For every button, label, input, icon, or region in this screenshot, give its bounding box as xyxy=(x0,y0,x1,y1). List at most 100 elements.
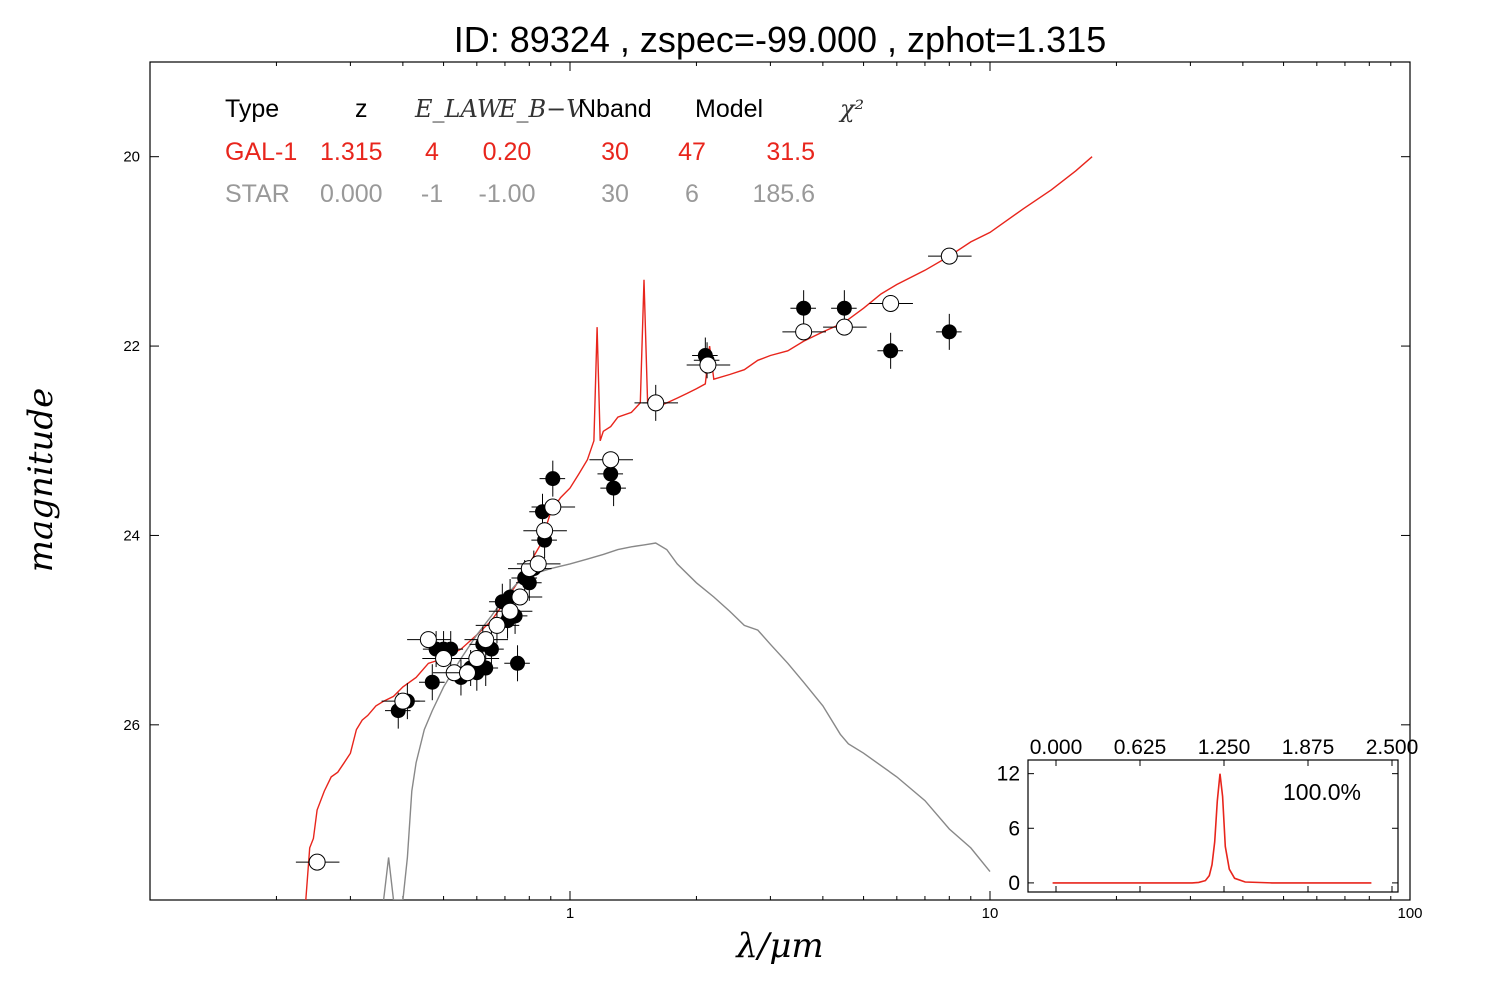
pdz-annotation: 100.0% xyxy=(1283,779,1361,805)
inset-y-tick-label: 6 xyxy=(1008,817,1020,840)
table-cell: 0.20 xyxy=(483,138,532,166)
fit-results-table: Type z E_LAW E_B−V Nband Model χ² GAL-1 1… xyxy=(225,95,864,208)
filled-marker xyxy=(603,466,619,482)
open-marker xyxy=(308,853,326,871)
table-cell: 47 xyxy=(678,138,706,166)
observed-flux-point xyxy=(600,470,626,507)
model-flux-point xyxy=(488,602,533,620)
model-flux-point xyxy=(455,650,500,668)
inset-x-tick-label: 0.625 xyxy=(1114,736,1167,759)
chart-title: ID: 89324 , zspec=-99.000 , zphot=1.315 xyxy=(454,19,1106,60)
model-flux-point xyxy=(782,323,826,341)
open-marker xyxy=(419,631,437,649)
model-flux-point xyxy=(869,294,913,312)
model-flux-point xyxy=(464,631,509,649)
table-header-ebv-text: E_B−V xyxy=(498,95,586,123)
y-tick-label: 24 xyxy=(123,527,140,544)
table-cell: 30 xyxy=(601,180,629,208)
open-marker xyxy=(795,323,813,341)
model-flux-point xyxy=(475,616,520,634)
y-tick-label: 20 xyxy=(123,149,140,166)
observed-flux-point xyxy=(539,460,566,497)
table-cell: -1.00 xyxy=(479,180,536,208)
table-header-nband: Nband xyxy=(578,95,652,123)
table-cell: 185.6 xyxy=(752,180,815,208)
star-model-curve xyxy=(382,542,991,900)
pdz-curve xyxy=(1052,773,1372,884)
table-cell: GAL-1 xyxy=(225,138,297,166)
table-header-chi2: χ² xyxy=(838,95,864,123)
open-marker xyxy=(529,555,547,573)
model-flux-point xyxy=(523,522,567,540)
model-flux-point xyxy=(446,664,490,682)
inset-x-tick-label: 1.250 xyxy=(1198,736,1251,759)
open-marker xyxy=(940,247,958,265)
model-flux-point xyxy=(589,451,633,469)
inset-x-tick-label: 0.000 xyxy=(1030,736,1083,759)
table-header-type: Type xyxy=(225,95,279,123)
table-header-model: Model xyxy=(695,95,763,123)
inset-ticks: 0.000 0.625 1.250 1.875 2.500 0 6 12 xyxy=(997,736,1419,895)
filled-marker xyxy=(941,324,957,340)
galaxy-model-curve xyxy=(305,156,1093,900)
open-marker xyxy=(435,650,453,668)
photometry-points xyxy=(295,247,972,871)
filled-marker xyxy=(545,471,561,487)
inset-x-tick-label: 2.500 xyxy=(1366,736,1419,759)
table-rows: GAL-1 1.315 4 0.20 30 47 31.5 STAR 0.000 -1 -1.00 3… xyxy=(225,138,815,208)
model-flux-point xyxy=(686,356,731,374)
y-tick-label: 26 xyxy=(123,717,140,734)
x-tick-label: 100 xyxy=(1397,905,1422,922)
model-flux-point xyxy=(407,631,451,649)
open-marker xyxy=(882,294,900,312)
inset-y-tick-label: 12 xyxy=(997,763,1020,786)
open-marker xyxy=(501,602,519,620)
open-marker xyxy=(835,318,853,336)
model-flux-point xyxy=(823,318,867,336)
open-marker xyxy=(536,522,554,540)
y-tick-label: 22 xyxy=(123,338,140,355)
observed-flux-point xyxy=(419,664,445,701)
model-flux-point xyxy=(516,555,561,573)
model-flux-point xyxy=(381,692,426,710)
observed-flux-point xyxy=(504,645,530,682)
table-cell: 30 xyxy=(601,138,629,166)
filled-marker xyxy=(606,480,622,496)
open-marker xyxy=(647,394,665,412)
x-tick-label: 10 xyxy=(982,905,999,922)
inset-frame xyxy=(1027,759,1399,893)
plot-frame xyxy=(149,61,1411,901)
x-axis-label: λ/μm xyxy=(734,926,823,966)
table-cell: 31.5 xyxy=(766,138,815,166)
table-cell: 1.315 xyxy=(320,138,383,166)
table-header-elaw: E_LAW xyxy=(414,95,504,123)
inset-x-tick-label: 1.875 xyxy=(1282,736,1335,759)
open-marker xyxy=(458,664,476,682)
y-axis-label: magnitude xyxy=(21,388,61,573)
table-cell: 6 xyxy=(685,180,699,208)
observed-flux-point xyxy=(790,290,816,327)
filled-marker xyxy=(836,300,852,316)
open-marker xyxy=(468,650,486,668)
table-cell: -1 xyxy=(421,180,443,208)
model-flux-point xyxy=(498,588,543,606)
main-axis-ticks: 1 10 100 20 22 24 26 xyxy=(123,62,1423,922)
observed-flux-point xyxy=(936,313,962,350)
observed-flux-point xyxy=(877,332,903,369)
table-cell: STAR xyxy=(225,180,290,208)
open-marker xyxy=(477,631,495,649)
table-header-elaw-text: E_LAW xyxy=(414,95,504,123)
open-marker xyxy=(511,588,529,606)
table-header-ebv: E_B−V xyxy=(498,95,586,123)
model-flux-point xyxy=(928,247,972,265)
inset-y-tick-label: 0 xyxy=(1008,872,1020,895)
open-marker xyxy=(488,616,506,634)
x-tick-label: 1 xyxy=(566,905,574,922)
model-flux-point xyxy=(531,498,576,516)
model-curves xyxy=(305,156,1093,900)
table-cell: 4 xyxy=(425,138,439,166)
open-marker xyxy=(544,498,562,516)
filled-marker xyxy=(424,674,440,690)
open-marker xyxy=(602,451,620,469)
